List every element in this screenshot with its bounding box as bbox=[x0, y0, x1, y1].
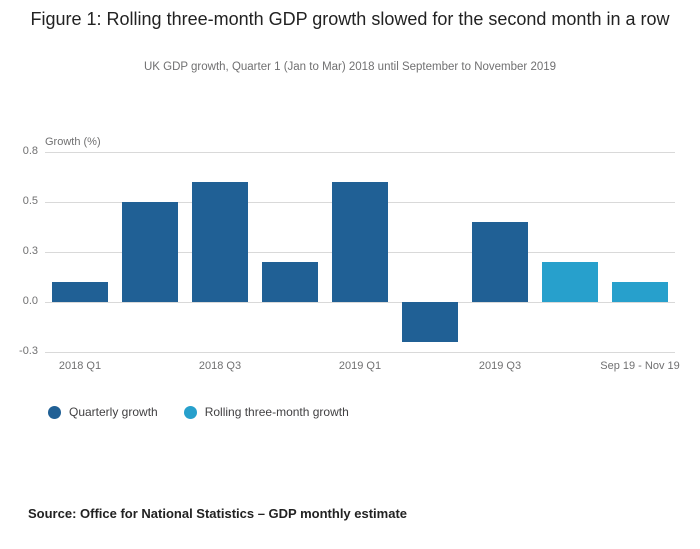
bar-slot bbox=[45, 152, 115, 352]
y-axis-title: Growth (%) bbox=[45, 136, 101, 148]
bar-quarterly bbox=[262, 262, 318, 302]
y-tick-label: -0.3 bbox=[19, 345, 38, 357]
plot-area: 0.8 0.5 0.3 0.0 -0.3 bbox=[19, 145, 675, 357]
bar-quarterly bbox=[332, 182, 388, 302]
bar-slot bbox=[535, 152, 605, 352]
bar-quarterly bbox=[472, 222, 528, 302]
bar-quarterly bbox=[52, 282, 108, 302]
gridline bbox=[45, 152, 675, 153]
y-tick-label: 0.5 bbox=[22, 195, 38, 207]
bar-rolling bbox=[612, 282, 668, 302]
bar-quarterly bbox=[402, 302, 458, 342]
bar-slot bbox=[255, 152, 325, 352]
bar-slot bbox=[605, 152, 675, 352]
bar-slot bbox=[115, 152, 185, 352]
bar-slot bbox=[185, 152, 255, 352]
figure-title: Figure 1: Rolling three-month GDP growth… bbox=[30, 9, 670, 29]
y-tick-label: 0.0 bbox=[22, 295, 38, 307]
y-tick-label: 0.3 bbox=[22, 245, 38, 257]
x-tick-label: 2018 Q1 bbox=[58, 360, 102, 372]
bar-slot bbox=[465, 152, 535, 352]
x-axis: 2018 Q1 2018 Q3 2019 Q1 2019 Q3 Sep 19 - Nov… bbox=[45, 360, 680, 376]
x-tick-label: 2018 Q3 bbox=[198, 360, 242, 372]
bar-slot bbox=[395, 152, 465, 352]
legend-dot-icon bbox=[183, 405, 197, 419]
gridline bbox=[45, 352, 675, 353]
source-note: Source: Office for National Statistics –… bbox=[28, 506, 408, 521]
bar-rolling bbox=[542, 262, 598, 302]
legend-item: Rolling three-month growth bbox=[183, 405, 349, 419]
x-tick-label: 2019 Q3 bbox=[478, 360, 522, 372]
figure-subtitle: UK GDP growth, Quarter 1 (Jan to Mar) 20… bbox=[143, 61, 557, 73]
legend-label: Quarterly growth bbox=[69, 405, 158, 419]
legend-item: Quarterly growth bbox=[48, 405, 158, 419]
legend: Quarterly growth Rolling three-month grow… bbox=[48, 405, 349, 419]
x-tick-label: Sep 19 - Nov 19 bbox=[600, 360, 680, 372]
bar-quarterly bbox=[192, 182, 248, 302]
bars bbox=[45, 152, 675, 352]
legend-label: Rolling three-month growth bbox=[204, 405, 349, 419]
bar-quarterly bbox=[122, 202, 178, 302]
y-tick-label: 0.8 bbox=[22, 145, 38, 157]
gridline bbox=[45, 302, 675, 303]
x-tick-label: 2019 Q1 bbox=[338, 360, 382, 372]
bar-slot bbox=[325, 152, 395, 352]
legend-dot-icon bbox=[48, 405, 61, 419]
